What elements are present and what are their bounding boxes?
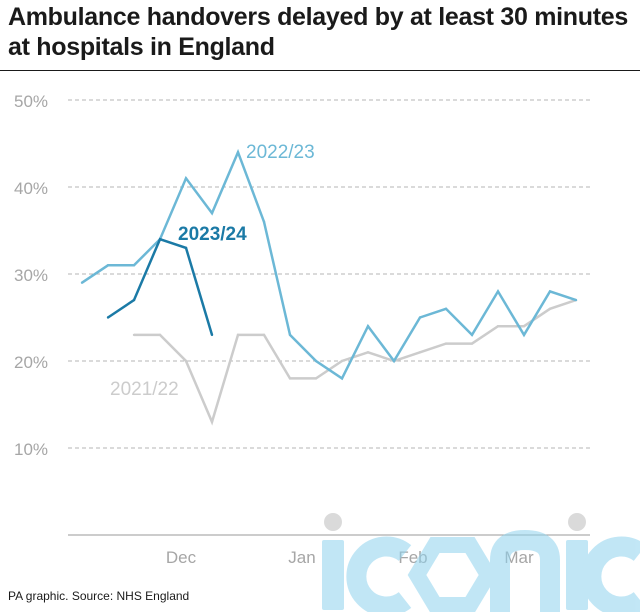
title-divider	[0, 70, 640, 71]
data-point-2022-23	[236, 151, 240, 154]
x-tick-label: Mar	[504, 548, 534, 567]
series-label-2022-23: 2022/23	[246, 142, 315, 163]
y-tick-label: 50%	[14, 92, 48, 111]
series-line-2023-24	[107, 237, 214, 336]
data-point-2022-23	[522, 333, 526, 337]
y-tick-label: 10%	[14, 440, 48, 459]
data-point-2021-22	[470, 342, 474, 345]
y-tick-label: 20%	[14, 353, 48, 372]
chart-title: Ambulance handovers delayed by at least …	[8, 3, 628, 61]
data-point-2021-22	[548, 307, 552, 310]
data-point-2023-24	[158, 238, 162, 241]
series-line-2021-22	[134, 298, 577, 426]
data-point-2021-22	[522, 325, 526, 328]
data-point-2021-22	[418, 351, 422, 354]
data-point-2023-24	[184, 246, 188, 250]
data-point-2021-22	[314, 377, 318, 380]
data-point-2022-23	[288, 333, 292, 337]
data-point-2022-23	[262, 220, 266, 223]
data-point-2022-23	[132, 264, 136, 267]
data-point-2022-23	[210, 211, 214, 215]
data-point-2022-23	[314, 359, 318, 363]
y-tick-label: 30%	[14, 266, 48, 285]
data-point-2021-22	[340, 359, 344, 363]
source-note: PA graphic. Source: NHS England	[8, 589, 190, 603]
data-point-2022-23	[548, 290, 552, 293]
x-tick-label: Feb	[398, 548, 427, 567]
data-point-2022-23	[392, 359, 396, 363]
x-tick-label: Jan	[288, 548, 315, 567]
data-point-2023-24	[106, 316, 110, 319]
y-tick-label: 40%	[14, 179, 48, 198]
data-point-2022-23	[106, 264, 110, 267]
data-point-2021-22	[288, 377, 292, 380]
data-point-2022-23	[366, 325, 370, 328]
series-line-2022-23	[81, 148, 577, 381]
data-point-2021-22	[262, 333, 266, 337]
data-point-2022-23	[496, 290, 500, 293]
data-point-2021-22	[158, 333, 162, 337]
data-point-2022-23	[184, 177, 188, 180]
data-point-2022-23	[418, 316, 422, 319]
data-point-2021-22	[210, 420, 214, 424]
data-point-2021-22	[132, 333, 136, 337]
data-point-2021-22	[444, 342, 448, 345]
series-label-2023-24: 2023/24	[178, 224, 247, 245]
data-point-2022-23	[470, 333, 474, 337]
data-point-2022-23	[340, 377, 344, 380]
series-label-2021-22: 2021/22	[110, 379, 179, 400]
data-point-2023-24	[132, 298, 136, 302]
data-point-2021-22	[366, 351, 370, 354]
data-point-2021-22	[184, 359, 188, 363]
data-point-2022-23	[444, 307, 448, 310]
data-point-2023-24	[210, 333, 214, 337]
data-point-2022-23	[80, 281, 84, 284]
data-point-2021-22	[236, 333, 240, 337]
data-point-2021-22	[496, 325, 500, 328]
x-tick-label: Dec	[166, 548, 197, 567]
data-point-2022-23	[574, 298, 578, 302]
